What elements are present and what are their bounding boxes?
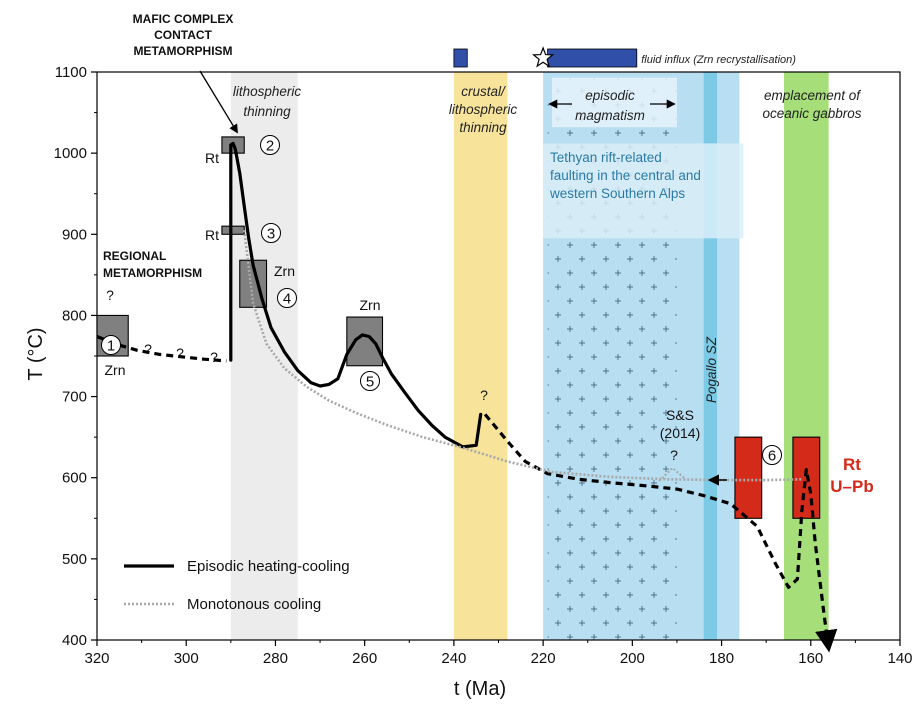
question-mark: ? — [210, 349, 218, 365]
band-emplacement-of-oceanic-gabbros — [784, 72, 829, 640]
magmatism-label-box — [552, 77, 677, 128]
mafic-title: MAFIC COMPLEX — [133, 12, 234, 26]
circle-number: 1 — [107, 338, 115, 355]
circle-number: 5 — [366, 374, 374, 391]
x-tick-label: 260 — [352, 650, 377, 667]
x-tick-label: 240 — [441, 650, 466, 667]
data-box-rt-upb — [792, 436, 821, 519]
question-mark: ? — [480, 387, 488, 403]
mineral-label: Rt — [205, 227, 219, 243]
mafic-arrow — [199, 70, 238, 134]
band-label: emplacement of — [764, 88, 861, 103]
x-axis-title: t (Ma) — [454, 678, 506, 700]
x-tick-label: 220 — [531, 650, 556, 667]
tectonic-bands — [230, 72, 829, 640]
mafic-title: CONTACT — [154, 28, 212, 42]
band-label: thinning — [459, 120, 507, 135]
fluid-influx-label: fluid influx (Zrn recrystallisation) — [641, 54, 796, 66]
x-tick-label: 280 — [263, 650, 288, 667]
circle-marker — [360, 371, 380, 391]
fluid-influx-bar — [547, 48, 638, 68]
y-tick-label: 800 — [62, 307, 87, 324]
rt-upb-label: U–Pb — [830, 477, 873, 496]
axis-ticks: 320 300 280 260 240 220 200 180 160 140 400 500 600 7… — [54, 64, 913, 667]
series-dashed-path — [96, 335, 227, 363]
data-box-6 — [734, 436, 763, 519]
question-mark: ? — [106, 287, 114, 303]
regional-title: METAMORPHISM — [103, 266, 202, 280]
series-episodic-heating-cooling — [229, 141, 483, 449]
y-tick-label: 600 — [62, 470, 87, 487]
x-tick-label: 140 — [887, 650, 912, 667]
x-tick-label: 180 — [709, 650, 734, 667]
ss2014-label: S&S — [666, 407, 694, 423]
band-label: thinning — [243, 104, 291, 119]
y-tick-label: 1100 — [55, 64, 87, 81]
y-tick-label: 900 — [62, 226, 87, 243]
circle-marker — [261, 223, 281, 243]
y-tick-label: 1000 — [54, 145, 87, 162]
circle-number: 3 — [267, 226, 275, 243]
rt-upb-label: Rt — [843, 455, 861, 474]
annotations: 1 2 3 4 5 6 Zrn Rt Rt Zrn Zrn??? ??? lithospheric thi… — [101, 12, 874, 613]
x-tick-label: 200 — [620, 650, 645, 667]
legend-label: Monotonous cooling — [187, 596, 321, 613]
mineral-label: Zrn — [360, 297, 381, 313]
star-icon — [531, 46, 555, 68]
legend-label: Episodic heating-cooling — [187, 558, 350, 575]
band-label: oceanic gabbros — [762, 106, 861, 121]
rift-label: faulting in the central and — [550, 168, 701, 183]
y-tick-label: 500 — [62, 551, 87, 568]
fluid-influx-bar — [453, 48, 468, 68]
cooling-paths — [96, 141, 838, 653]
circle-marker — [277, 288, 297, 308]
regional-title: REGIONAL — [103, 249, 166, 263]
magmatism-label: magmatism — [575, 108, 645, 123]
x-tick-label: 160 — [798, 650, 823, 667]
circle-marker — [762, 445, 782, 465]
data-box-3 — [221, 225, 245, 235]
circle-number: 2 — [266, 138, 274, 155]
y-axis-title: T (°C) — [25, 327, 47, 380]
circle-marker — [260, 135, 280, 155]
mineral-label: Rt — [205, 150, 219, 166]
question-mark: ? — [144, 341, 152, 357]
x-tick-label: 320 — [84, 650, 109, 667]
x-tick-label: 300 — [174, 650, 199, 667]
data-box-5 — [346, 316, 384, 367]
legend: Episodic heating-cooling Monotonous cooli… — [124, 558, 350, 613]
series-monotonous-cooling — [242, 230, 802, 482]
circle-marker — [101, 335, 121, 355]
question-mark: ? — [670, 447, 678, 463]
mineral-label: Zrn — [105, 362, 126, 378]
rift-label: Tethyan rift-related — [550, 150, 662, 165]
ss2014-label: (2014) — [660, 425, 700, 441]
rift-label-box — [543, 143, 744, 239]
y-tick-label: 400 — [62, 632, 87, 649]
mafic-title: METAMORPHISM — [133, 44, 232, 58]
y-tick-label: 700 — [62, 389, 87, 406]
pogallo-label: Pogallo SZ — [704, 336, 719, 403]
band-label: lithospheric — [449, 102, 518, 117]
rift-label: western Southern Alps — [549, 186, 685, 201]
circle-number: 4 — [283, 291, 291, 308]
band-label: lithospheric — [233, 84, 302, 99]
question-mark: ? — [176, 345, 184, 361]
band-label: crustal/ — [461, 84, 506, 99]
magmatism-label: episodic — [585, 88, 635, 103]
band-crustal-lithospheric-thinning — [453, 72, 508, 640]
mineral-label: Zrn — [274, 263, 295, 279]
circle-number: 6 — [768, 448, 776, 465]
